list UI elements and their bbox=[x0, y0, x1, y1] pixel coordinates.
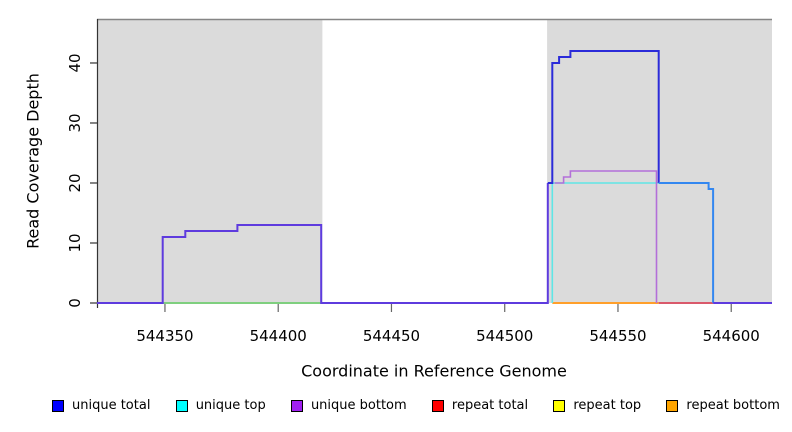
y-tick-label: 40 bbox=[66, 53, 84, 72]
y-tick-label: 30 bbox=[66, 113, 84, 132]
legend-item-unique-total: unique total bbox=[52, 398, 150, 413]
legend-swatch-icon bbox=[553, 399, 566, 412]
y-axis-title: Read Coverage Depth bbox=[23, 73, 43, 249]
legend-item-unique-top: unique top bbox=[175, 398, 266, 413]
legend-label: unique bottom bbox=[310, 398, 407, 413]
legend-swatch-icon bbox=[290, 399, 303, 412]
series-unique-total-peak-darkblue bbox=[547, 50, 660, 184]
legend: unique total unique top unique bottom repea… bbox=[52, 398, 780, 413]
x-tick-label: 544400 bbox=[250, 327, 307, 345]
x-tick-label: 544600 bbox=[703, 327, 760, 345]
legend-swatch-icon bbox=[52, 399, 64, 412]
legend-label: unique top bbox=[195, 398, 266, 413]
legend-label: unique total bbox=[72, 398, 151, 413]
series-unique-bottom-purple bbox=[554, 170, 658, 303]
y-tick-label: 20 bbox=[66, 173, 84, 192]
legend-swatch-icon bbox=[431, 399, 444, 412]
x-tick-label: 544350 bbox=[136, 327, 193, 345]
x-tick-label: 544500 bbox=[476, 327, 533, 345]
series-unique-total-left-slateblue bbox=[97, 183, 549, 304]
x-tick-label: 544550 bbox=[589, 327, 646, 345]
y-tick-label: 0 bbox=[66, 298, 84, 308]
legend-item-repeat-top: repeat top bbox=[553, 398, 641, 413]
legend-item-repeat-bottom: repeat bottom bbox=[666, 398, 780, 413]
plot-area: 0 10 20 30 40 544350 544400 544450 544500 544550 5… bbox=[66, 18, 772, 345]
legend-swatch-icon bbox=[175, 399, 188, 412]
legend-item-repeat-total: repeat total bbox=[431, 398, 529, 413]
legend-label: repeat top bbox=[573, 398, 642, 413]
legend-label: repeat total bbox=[451, 398, 529, 413]
series-unique-total-right-brightblue bbox=[658, 182, 715, 303]
legend-item-unique-bottom: unique bottom bbox=[290, 398, 407, 413]
x-axis-title: Coordinate in Reference Genome bbox=[301, 361, 567, 381]
y-tick-label: 10 bbox=[66, 233, 84, 252]
shaded-region bbox=[97, 20, 323, 303]
x-tick-label: 544450 bbox=[363, 327, 420, 345]
legend-swatch-icon bbox=[666, 399, 679, 412]
legend-label: repeat bottom bbox=[686, 398, 780, 413]
